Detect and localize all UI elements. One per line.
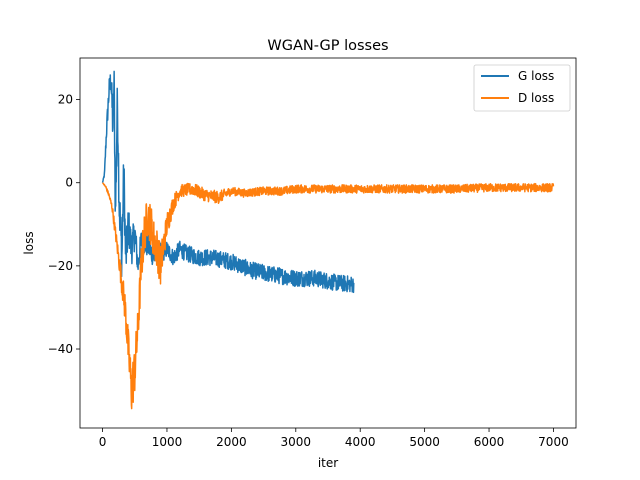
y-tick-label: 0 — [65, 176, 73, 190]
x-axis-label: iter — [318, 456, 338, 470]
x-tick-label: 1000 — [152, 435, 183, 449]
x-tick-label: 5000 — [409, 435, 440, 449]
x-tick-label: 4000 — [345, 435, 376, 449]
y-tick-label: −20 — [48, 259, 73, 273]
x-tick-label: 3000 — [281, 435, 312, 449]
y-axis-label: loss — [22, 231, 36, 254]
plot-frame — [79, 57, 577, 429]
series-layer — [101, 70, 555, 410]
y-tick-label: 20 — [58, 93, 73, 107]
x-axis: 0 1000 2000 3000 4000 5000 6000 7000 — [99, 428, 569, 449]
plot-area — [101, 70, 555, 410]
x-tick-label: 0 — [99, 435, 107, 449]
legend-label-d-loss: D loss — [518, 91, 554, 105]
y-axis: −40 −20 0 20 — [48, 93, 80, 356]
y-tick-label: −40 — [48, 342, 73, 356]
chart-title: WGAN-GP losses — [267, 38, 388, 54]
x-tick-label: 6000 — [474, 435, 505, 449]
series-line-d-loss — [101, 182, 555, 410]
x-tick-label: 2000 — [216, 435, 247, 449]
x-tick-label: 7000 — [538, 435, 569, 449]
legend-label-g-loss: G loss — [518, 69, 554, 83]
legend: G loss D loss — [473, 64, 571, 112]
